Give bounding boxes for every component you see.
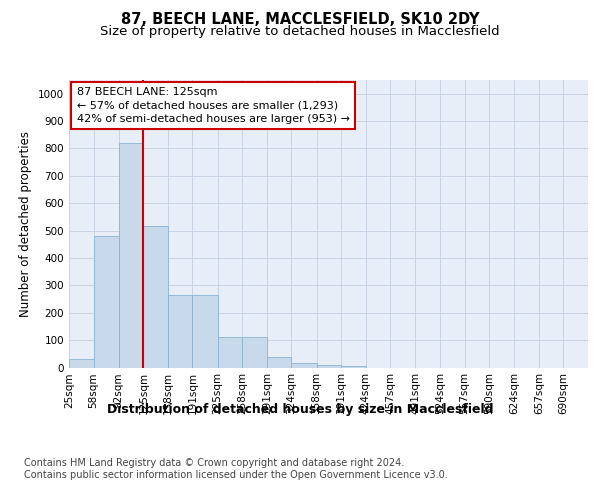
Y-axis label: Number of detached properties: Number of detached properties — [19, 130, 32, 317]
Text: Distribution of detached houses by size in Macclesfield: Distribution of detached houses by size … — [107, 402, 493, 415]
Bar — [267, 356, 292, 368]
Bar — [168, 295, 193, 368]
Text: 87, BEECH LANE, MACCLESFIELD, SK10 2DY: 87, BEECH LANE, MACCLESFIELD, SK10 2DY — [121, 12, 479, 28]
Bar — [69, 360, 94, 368]
Text: Contains HM Land Registry data © Crown copyright and database right 2024.: Contains HM Land Registry data © Crown c… — [24, 458, 404, 468]
Text: Contains public sector information licensed under the Open Government Licence v3: Contains public sector information licen… — [24, 470, 448, 480]
Bar — [292, 362, 317, 368]
Bar — [143, 226, 168, 368]
Text: Size of property relative to detached houses in Macclesfield: Size of property relative to detached ho… — [100, 25, 500, 38]
Text: 87 BEECH LANE: 125sqm
← 57% of detached houses are smaller (1,293)
42% of semi-d: 87 BEECH LANE: 125sqm ← 57% of detached … — [77, 87, 350, 124]
Bar — [317, 365, 341, 368]
Bar — [242, 338, 267, 368]
Bar — [193, 295, 218, 368]
Bar — [218, 338, 242, 368]
Bar — [94, 236, 119, 368]
Bar — [119, 143, 143, 368]
Bar — [341, 366, 365, 368]
